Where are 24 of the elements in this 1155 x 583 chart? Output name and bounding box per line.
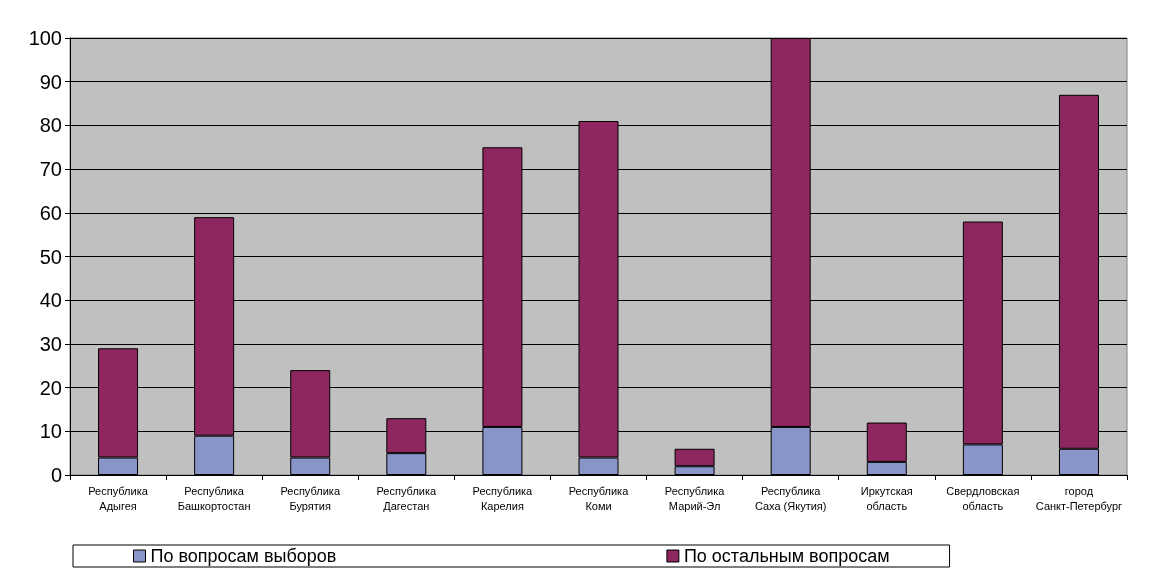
- x-tick-label: Республика Башкортостан: [177, 484, 251, 512]
- legend-label: По остальным вопросам: [683, 546, 890, 566]
- y-tick-label: 20: [39, 376, 62, 399]
- x-tick-label: Республика Марий-Эл: [664, 484, 726, 512]
- y-tick-label: 90: [39, 70, 62, 93]
- y-tick-label: 10: [39, 420, 62, 443]
- y-tick-label: 80: [39, 114, 62, 137]
- x-tick-label: Республика Коми: [568, 484, 630, 512]
- x-tick-label: город Санкт-Петербург: [1035, 484, 1123, 512]
- x-tick-label: Свердловская область: [946, 484, 1020, 512]
- x-tick-label: Иркутская область: [860, 484, 913, 512]
- y-tick-label: 60: [39, 201, 62, 224]
- y-tick-label: 40: [39, 289, 62, 312]
- y-tick-label: 100: [28, 27, 62, 49]
- y-tick-label: 50: [39, 245, 62, 268]
- x-tick-label: Республика Карелия: [472, 484, 534, 512]
- x-tick-label: Республика Саха (Якутия): [754, 484, 827, 512]
- legend-label: По вопросам выборов: [150, 546, 337, 566]
- x-tick-label: Республика Бурятия: [280, 484, 341, 512]
- x-tick-label: Республика Дагестан: [376, 484, 437, 512]
- y-tick-label: 70: [39, 158, 62, 181]
- y-tick-label: 0: [50, 464, 62, 486]
- y-tick-label: 30: [39, 332, 62, 355]
- x-tick-label: Республика Адыгея: [88, 484, 149, 512]
